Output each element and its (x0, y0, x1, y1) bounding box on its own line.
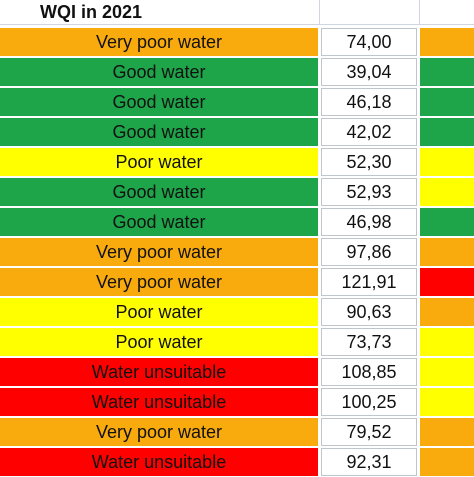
water-quality-label[interactable]: Water unsuitable (0, 388, 318, 416)
wqi-value-cell[interactable]: 97,86 (321, 238, 417, 266)
adjacent-color-cell[interactable] (420, 448, 474, 476)
adjacent-color-cell[interactable] (420, 118, 474, 146)
water-quality-label[interactable]: Good water (0, 58, 318, 86)
table-row: Poor water 52,30 (0, 147, 474, 177)
table-row: Good water 42,02 (0, 117, 474, 147)
table-header: WQI in 2021 (0, 0, 474, 25)
water-quality-label[interactable]: Water unsuitable (0, 358, 318, 386)
wqi-value-cell[interactable]: 108,85 (321, 358, 417, 386)
adjacent-color-cell[interactable] (420, 58, 474, 86)
wqi-value-cell[interactable]: 121,91 (321, 268, 417, 296)
table-row: Very poor water 121,91 (0, 267, 474, 297)
adjacent-color-cell[interactable] (420, 418, 474, 446)
water-quality-label[interactable]: Good water (0, 118, 318, 146)
table-row: Good water 46,18 (0, 87, 474, 117)
table-row: Good water 39,04 (0, 57, 474, 87)
water-quality-label[interactable]: Poor water (0, 148, 318, 176)
table-body: Very poor water 74,00 Good water 39,04 Good … (0, 27, 474, 477)
wqi-value-cell[interactable]: 52,30 (321, 148, 417, 176)
table-row: Good water 52,93 (0, 177, 474, 207)
wqi-value-cell[interactable]: 46,98 (321, 208, 417, 236)
wqi-value-cell[interactable]: 46,18 (321, 88, 417, 116)
table-row: Poor water 73,73 (0, 327, 474, 357)
wqi-value-cell[interactable]: 90,63 (321, 298, 417, 326)
wqi-value-cell[interactable]: 42,02 (321, 118, 417, 146)
header-divider (419, 0, 420, 24)
wqi-value-cell[interactable]: 92,31 (321, 448, 417, 476)
adjacent-color-cell[interactable] (420, 328, 474, 356)
water-quality-label[interactable]: Water unsuitable (0, 448, 318, 476)
adjacent-color-cell[interactable] (420, 358, 474, 386)
water-quality-label[interactable]: Very poor water (0, 28, 318, 56)
water-quality-label[interactable]: Good water (0, 178, 318, 206)
adjacent-color-cell[interactable] (420, 148, 474, 176)
adjacent-color-cell[interactable] (420, 208, 474, 236)
table-row: Very poor water 79,52 (0, 417, 474, 447)
adjacent-color-cell[interactable] (420, 28, 474, 56)
adjacent-color-cell[interactable] (420, 178, 474, 206)
water-quality-label[interactable]: Good water (0, 208, 318, 236)
wqi-value-cell[interactable]: 100,25 (321, 388, 417, 416)
wqi-value-cell[interactable]: 39,04 (321, 58, 417, 86)
table-row: Very poor water 74,00 (0, 27, 474, 57)
wqi-value-cell[interactable]: 52,93 (321, 178, 417, 206)
water-quality-label[interactable]: Good water (0, 88, 318, 116)
adjacent-color-cell[interactable] (420, 388, 474, 416)
adjacent-color-cell[interactable] (420, 268, 474, 296)
adjacent-color-cell[interactable] (420, 238, 474, 266)
water-quality-label[interactable]: Poor water (0, 298, 318, 326)
adjacent-color-cell[interactable] (420, 298, 474, 326)
water-quality-label[interactable]: Very poor water (0, 418, 318, 446)
table-row: Poor water 90,63 (0, 297, 474, 327)
wqi-value-cell[interactable]: 74,00 (321, 28, 417, 56)
table-row: Water unsuitable 100,25 (0, 387, 474, 417)
adjacent-color-cell[interactable] (420, 88, 474, 116)
water-quality-label[interactable]: Very poor water (0, 238, 318, 266)
wqi-value-cell[interactable]: 73,73 (321, 328, 417, 356)
header-divider (319, 0, 320, 24)
wqi-value-cell[interactable]: 79,52 (321, 418, 417, 446)
table-row: Water unsuitable 92,31 (0, 447, 474, 477)
header-title: WQI in 2021 (40, 2, 143, 22)
water-quality-label[interactable]: Very poor water (0, 268, 318, 296)
table-row: Very poor water 97,86 (0, 237, 474, 267)
table-row: Water unsuitable 108,85 (0, 357, 474, 387)
table-row: Good water 46,98 (0, 207, 474, 237)
water-quality-label[interactable]: Poor water (0, 328, 318, 356)
